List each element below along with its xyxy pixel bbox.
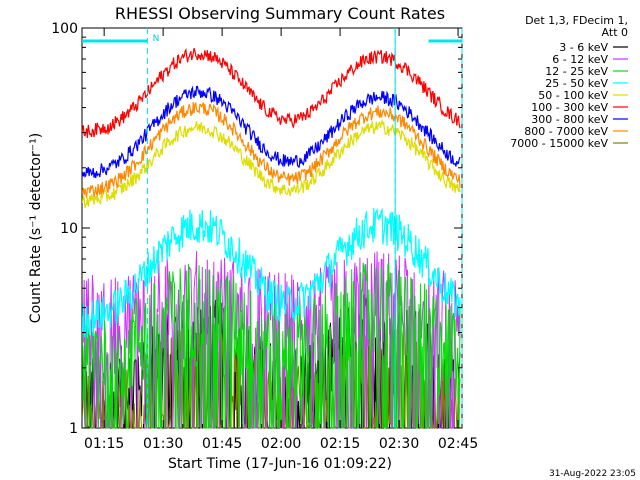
legend-header-1: Att 0 (602, 26, 628, 39)
x-tick-label-1: 01:30 (143, 436, 183, 452)
series-line-100-300-kev (81, 47, 461, 138)
chart-title: RHESSI Observing Summary Count Rates (115, 4, 445, 23)
series-line-300-800-kev (81, 85, 461, 179)
legend-label-3: 25 - 50 keV (545, 77, 608, 90)
series-line-25-50-kev (81, 207, 461, 339)
legend-label-1: 6 - 12 keV (552, 53, 608, 66)
legend-label-8: 7000 - 15000 keV (510, 137, 608, 150)
x-tick-label-0: 01:15 (84, 436, 124, 452)
series-line-50-100-kev (81, 118, 461, 209)
night-annotation: N (153, 34, 160, 44)
legend-label-5: 100 - 300 keV (531, 101, 608, 114)
y-tick-label-0: 1 (69, 421, 78, 437)
x-tick-label-6: 02:45 (438, 436, 478, 452)
y-axis-label: Count Rate (s⁻¹ detector⁻¹) (28, 133, 44, 323)
x-tick-label-3: 02:00 (261, 436, 301, 452)
legend-label-7: 800 - 7000 keV (524, 125, 608, 138)
series-layer (81, 47, 461, 429)
legend-label-6: 300 - 800 keV (531, 113, 608, 126)
axis-ticks: 01:15 01:30 01:45 02:00 02:15 02:30 02:45 1 10 10… (51, 21, 478, 452)
legend-label-2: 12 - 25 keV (545, 65, 608, 78)
y-tick-label-1: 10 (60, 221, 78, 237)
x-tick-label-4: 02:15 (320, 436, 360, 452)
legend-label-4: 50 - 100 keV (538, 89, 608, 102)
y-tick-label-2: 100 (51, 21, 78, 37)
legend-label-0: 3 - 6 keV (559, 41, 608, 54)
series-line-800-7000-kev (81, 101, 461, 198)
x-axis-label: Start Time (17-Jun-16 01:09:22) (168, 456, 392, 472)
x-tick-label-5: 02:30 (379, 436, 419, 452)
series-line-12-25-kev (82, 262, 461, 429)
x-tick-label-2: 01:45 (202, 436, 242, 452)
legend-header-0: Det 1,3, FDecim 1, (525, 14, 628, 27)
timestamp: 31-Aug-2022 23:05 (549, 469, 636, 479)
